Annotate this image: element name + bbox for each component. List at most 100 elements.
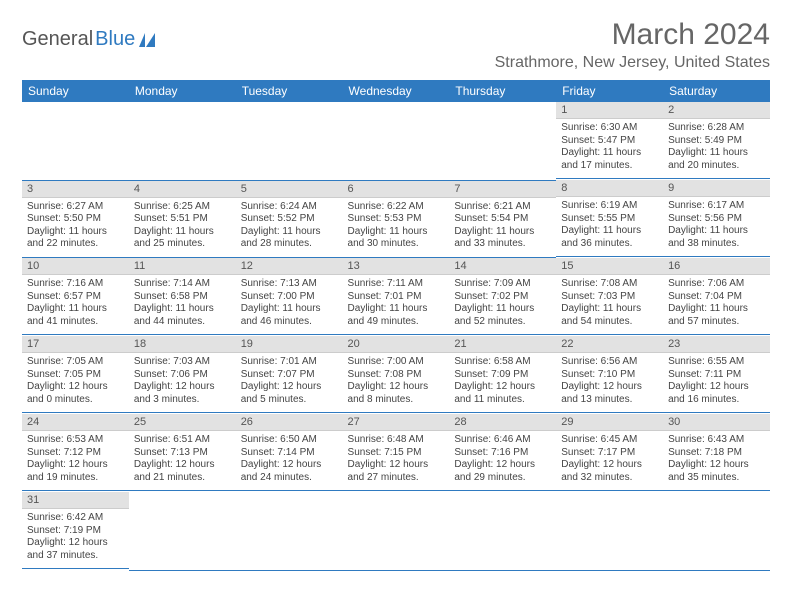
day-number: 28 xyxy=(449,414,556,431)
day-body: Sunrise: 6:42 AMSunset: 7:19 PMDaylight:… xyxy=(22,509,129,569)
calendar-cell: 14Sunrise: 7:09 AMSunset: 7:02 PMDayligh… xyxy=(449,258,556,336)
day-body: Sunrise: 6:43 AMSunset: 7:18 PMDaylight:… xyxy=(663,431,770,491)
day-number: 14 xyxy=(449,258,556,275)
day-body: Sunrise: 7:06 AMSunset: 7:04 PMDaylight:… xyxy=(663,275,770,335)
day-body: Sunrise: 6:45 AMSunset: 7:17 PMDaylight:… xyxy=(556,431,663,491)
logo: General Blue xyxy=(22,28,161,51)
day-number: 26 xyxy=(236,414,343,431)
day-number: 24 xyxy=(22,414,129,431)
day-number: 31 xyxy=(22,492,129,509)
day-body: Sunrise: 6:27 AMSunset: 5:50 PMDaylight:… xyxy=(22,198,129,258)
day-number: 8 xyxy=(556,180,663,197)
calendar-table: SundayMondayTuesdayWednesdayThursdayFrid… xyxy=(22,80,770,571)
day-body: Sunrise: 6:51 AMSunset: 7:13 PMDaylight:… xyxy=(129,431,236,491)
header: General Blue March 2024 Strathmore, New … xyxy=(22,18,770,72)
day-header: Saturday xyxy=(663,80,770,102)
calendar-cell: 20Sunrise: 7:00 AMSunset: 7:08 PMDayligh… xyxy=(343,336,450,414)
day-body: Sunrise: 6:50 AMSunset: 7:14 PMDaylight:… xyxy=(236,431,343,491)
day-header: Monday xyxy=(129,80,236,102)
day-body: Sunrise: 7:13 AMSunset: 7:00 PMDaylight:… xyxy=(236,275,343,335)
month-year: March 2024 xyxy=(495,18,770,52)
day-number: 13 xyxy=(343,258,450,275)
day-body: Sunrise: 6:55 AMSunset: 7:11 PMDaylight:… xyxy=(663,353,770,413)
day-number: 11 xyxy=(129,258,236,275)
calendar-cell: 17Sunrise: 7:05 AMSunset: 7:05 PMDayligh… xyxy=(22,336,129,414)
day-body: Sunrise: 7:01 AMSunset: 7:07 PMDaylight:… xyxy=(236,353,343,413)
calendar-cell: 9Sunrise: 6:17 AMSunset: 5:56 PMDaylight… xyxy=(663,180,770,258)
day-number: 25 xyxy=(129,414,236,431)
day-body: Sunrise: 6:19 AMSunset: 5:55 PMDaylight:… xyxy=(556,197,663,257)
day-body: Sunrise: 6:30 AMSunset: 5:47 PMDaylight:… xyxy=(556,119,663,179)
day-number: 5 xyxy=(236,181,343,198)
day-header: Thursday xyxy=(449,80,556,102)
day-number: 19 xyxy=(236,336,343,353)
day-number: 29 xyxy=(556,414,663,431)
day-body: Sunrise: 6:48 AMSunset: 7:15 PMDaylight:… xyxy=(343,431,450,491)
day-number: 7 xyxy=(449,181,556,198)
calendar-body: 1Sunrise: 6:30 AMSunset: 5:47 PMDaylight… xyxy=(22,102,770,570)
day-body: Sunrise: 6:56 AMSunset: 7:10 PMDaylight:… xyxy=(556,353,663,413)
day-number: 10 xyxy=(22,258,129,275)
day-number: 20 xyxy=(343,336,450,353)
day-header: Sunday xyxy=(22,80,129,102)
day-body: Sunrise: 6:21 AMSunset: 5:54 PMDaylight:… xyxy=(449,198,556,258)
day-number: 27 xyxy=(343,414,450,431)
logo-text-general: General xyxy=(22,28,93,51)
calendar-cell: 19Sunrise: 7:01 AMSunset: 7:07 PMDayligh… xyxy=(236,336,343,414)
calendar-week: 10Sunrise: 7:16 AMSunset: 6:57 PMDayligh… xyxy=(22,258,770,336)
calendar-cell: 24Sunrise: 6:53 AMSunset: 7:12 PMDayligh… xyxy=(22,414,129,492)
logo-text-blue: Blue xyxy=(95,28,135,51)
day-number: 30 xyxy=(663,414,770,431)
calendar-cell: 7Sunrise: 6:21 AMSunset: 5:54 PMDaylight… xyxy=(449,180,556,258)
calendar-cell xyxy=(236,102,343,180)
calendar-week: 3Sunrise: 6:27 AMSunset: 5:50 PMDaylight… xyxy=(22,180,770,258)
day-body: Sunrise: 6:53 AMSunset: 7:12 PMDaylight:… xyxy=(22,431,129,491)
day-body: Sunrise: 7:03 AMSunset: 7:06 PMDaylight:… xyxy=(129,353,236,413)
calendar-cell xyxy=(129,492,236,570)
calendar-cell xyxy=(129,102,236,180)
calendar-cell: 28Sunrise: 6:46 AMSunset: 7:16 PMDayligh… xyxy=(449,414,556,492)
day-header-row: SundayMondayTuesdayWednesdayThursdayFrid… xyxy=(22,80,770,102)
calendar-week: 17Sunrise: 7:05 AMSunset: 7:05 PMDayligh… xyxy=(22,336,770,414)
day-body: Sunrise: 7:14 AMSunset: 6:58 PMDaylight:… xyxy=(129,275,236,335)
calendar-cell xyxy=(663,492,770,570)
day-body: Sunrise: 6:46 AMSunset: 7:16 PMDaylight:… xyxy=(449,431,556,491)
calendar-cell: 29Sunrise: 6:45 AMSunset: 7:17 PMDayligh… xyxy=(556,414,663,492)
calendar-cell xyxy=(236,492,343,570)
calendar-cell: 12Sunrise: 7:13 AMSunset: 7:00 PMDayligh… xyxy=(236,258,343,336)
day-number: 12 xyxy=(236,258,343,275)
day-number: 21 xyxy=(449,336,556,353)
day-number: 3 xyxy=(22,181,129,198)
day-number: 17 xyxy=(22,336,129,353)
day-number: 4 xyxy=(129,181,236,198)
day-header: Tuesday xyxy=(236,80,343,102)
day-number: 2 xyxy=(663,102,770,119)
day-body: Sunrise: 7:16 AMSunset: 6:57 PMDaylight:… xyxy=(22,275,129,335)
calendar-cell: 27Sunrise: 6:48 AMSunset: 7:15 PMDayligh… xyxy=(343,414,450,492)
day-body: Sunrise: 6:28 AMSunset: 5:49 PMDaylight:… xyxy=(663,119,770,179)
calendar-cell: 22Sunrise: 6:56 AMSunset: 7:10 PMDayligh… xyxy=(556,336,663,414)
day-number: 18 xyxy=(129,336,236,353)
calendar-cell xyxy=(343,102,450,180)
day-body: Sunrise: 6:24 AMSunset: 5:52 PMDaylight:… xyxy=(236,198,343,258)
day-body: Sunrise: 7:08 AMSunset: 7:03 PMDaylight:… xyxy=(556,275,663,335)
day-body: Sunrise: 6:17 AMSunset: 5:56 PMDaylight:… xyxy=(663,197,770,257)
title-block: March 2024 Strathmore, New Jersey, Unite… xyxy=(495,18,770,72)
calendar-cell: 31Sunrise: 6:42 AMSunset: 7:19 PMDayligh… xyxy=(22,492,129,570)
calendar-cell: 15Sunrise: 7:08 AMSunset: 7:03 PMDayligh… xyxy=(556,258,663,336)
calendar-cell: 16Sunrise: 7:06 AMSunset: 7:04 PMDayligh… xyxy=(663,258,770,336)
calendar-week: 24Sunrise: 6:53 AMSunset: 7:12 PMDayligh… xyxy=(22,414,770,492)
calendar-cell: 11Sunrise: 7:14 AMSunset: 6:58 PMDayligh… xyxy=(129,258,236,336)
calendar-cell xyxy=(22,102,129,180)
day-number: 9 xyxy=(663,180,770,197)
calendar-cell: 30Sunrise: 6:43 AMSunset: 7:18 PMDayligh… xyxy=(663,414,770,492)
calendar-cell: 21Sunrise: 6:58 AMSunset: 7:09 PMDayligh… xyxy=(449,336,556,414)
calendar-cell: 26Sunrise: 6:50 AMSunset: 7:14 PMDayligh… xyxy=(236,414,343,492)
calendar-cell xyxy=(449,102,556,180)
calendar-cell: 5Sunrise: 6:24 AMSunset: 5:52 PMDaylight… xyxy=(236,180,343,258)
day-body: Sunrise: 6:22 AMSunset: 5:53 PMDaylight:… xyxy=(343,198,450,258)
day-number: 15 xyxy=(556,258,663,275)
location: Strathmore, New Jersey, United States xyxy=(495,54,770,72)
day-header: Wednesday xyxy=(343,80,450,102)
day-number: 1 xyxy=(556,102,663,119)
